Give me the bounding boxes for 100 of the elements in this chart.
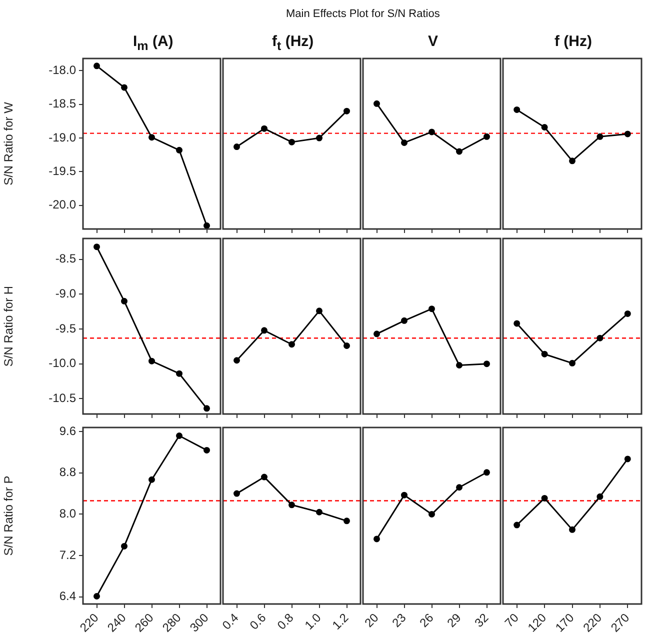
x-tick-label: 0.8	[274, 610, 296, 632]
x-tick-label: 240	[104, 610, 129, 635]
point	[484, 469, 490, 476]
point	[456, 148, 462, 155]
y-tick-label: -18.0	[48, 62, 76, 77]
x-tick-label: 260	[132, 610, 156, 635]
y-axis-title: S/N Ratio for H	[2, 286, 16, 367]
point	[148, 358, 155, 364]
y-tick-label: 9.6	[59, 424, 76, 438]
point	[234, 490, 240, 497]
y-axis-title: S/N Ratio for P	[2, 476, 16, 556]
point	[596, 133, 604, 140]
point	[569, 360, 576, 366]
point	[288, 138, 295, 146]
point	[121, 298, 128, 304]
point	[514, 320, 520, 327]
point	[316, 134, 322, 142]
x-tick-label: 32	[472, 610, 492, 630]
point	[484, 133, 490, 140]
point	[484, 360, 490, 368]
point	[401, 139, 408, 146]
y-tick-label: -9.0	[55, 286, 76, 301]
chart-title: I$_{m}$ (A)	[133, 33, 174, 53]
point	[514, 522, 520, 528]
point	[316, 508, 322, 516]
point	[374, 330, 380, 338]
y-tick-label: -20.0	[48, 198, 76, 212]
point	[374, 536, 380, 542]
x-tick-label: 280	[160, 610, 184, 635]
point	[624, 130, 631, 138]
y-tick-label: -10.0	[48, 356, 76, 370]
point	[401, 492, 408, 498]
text: Main Effects Plot for S/N Ratios	[286, 8, 440, 20]
point	[569, 158, 576, 164]
point	[514, 106, 520, 113]
x-tick-label: 300	[187, 610, 212, 635]
point	[596, 334, 604, 342]
point	[428, 128, 435, 136]
point	[624, 456, 631, 462]
point	[261, 474, 268, 480]
y-tick-label: -10.5	[48, 390, 76, 405]
y-axis-title: S/N Ratio for W	[2, 101, 16, 186]
point	[344, 342, 350, 349]
x-tick-label: 220	[77, 610, 102, 635]
y-tick-label: -19.0	[48, 130, 76, 144]
point	[541, 124, 548, 130]
point	[176, 432, 182, 440]
x-tick-label: 29	[444, 610, 464, 630]
point	[428, 306, 435, 312]
chart-title: f$_{t}$ (Hz)	[272, 33, 314, 53]
point	[456, 484, 462, 491]
x-tick-label: 170	[552, 610, 577, 635]
x-tick-label: 220	[580, 610, 605, 635]
point	[176, 146, 182, 154]
point	[148, 134, 155, 141]
x-tick-label: 20	[362, 610, 382, 630]
chart-title: f (Hz)	[554, 33, 592, 50]
y-tick-label: 6.4	[59, 589, 76, 604]
point	[204, 222, 210, 229]
point	[121, 84, 128, 91]
x-tick-label: 26	[416, 610, 436, 630]
point	[624, 310, 631, 317]
x-tick-label: 70	[502, 610, 522, 630]
point	[234, 144, 240, 150]
point	[541, 350, 548, 358]
point	[261, 327, 268, 334]
x-tick-label: 23	[389, 610, 409, 630]
y-tick-label: 8.8	[59, 465, 76, 480]
point	[204, 405, 210, 412]
point	[344, 518, 350, 524]
point	[234, 357, 240, 364]
chart-title: V	[428, 33, 438, 50]
point	[374, 100, 380, 107]
point	[596, 493, 604, 500]
point	[569, 526, 576, 533]
point	[94, 593, 100, 600]
point	[121, 542, 128, 550]
y-tick-label: 8.0	[59, 506, 76, 521]
point	[204, 446, 210, 454]
x-tick-label: 0.4	[220, 610, 242, 632]
point	[94, 244, 100, 250]
x-tick-label: 0.6	[247, 610, 269, 632]
point	[401, 317, 408, 324]
y-tick-label: -18.5	[48, 96, 76, 111]
point	[541, 494, 548, 502]
point	[288, 502, 295, 508]
x-tick-label: 120	[524, 610, 550, 635]
point	[176, 370, 182, 377]
point	[456, 362, 462, 368]
point	[316, 308, 322, 314]
x-tick-label: 1.2	[330, 610, 352, 632]
x-tick-label: 270	[608, 610, 632, 635]
point	[148, 476, 155, 483]
y-tick-label: 7.2	[59, 548, 76, 562]
point	[94, 62, 100, 70]
point	[344, 108, 350, 114]
x-tick-label: 1.0	[302, 610, 324, 632]
y-tick-label: -19.5	[48, 164, 76, 178]
point	[288, 341, 295, 348]
y-tick-label: -9.5	[55, 321, 76, 336]
